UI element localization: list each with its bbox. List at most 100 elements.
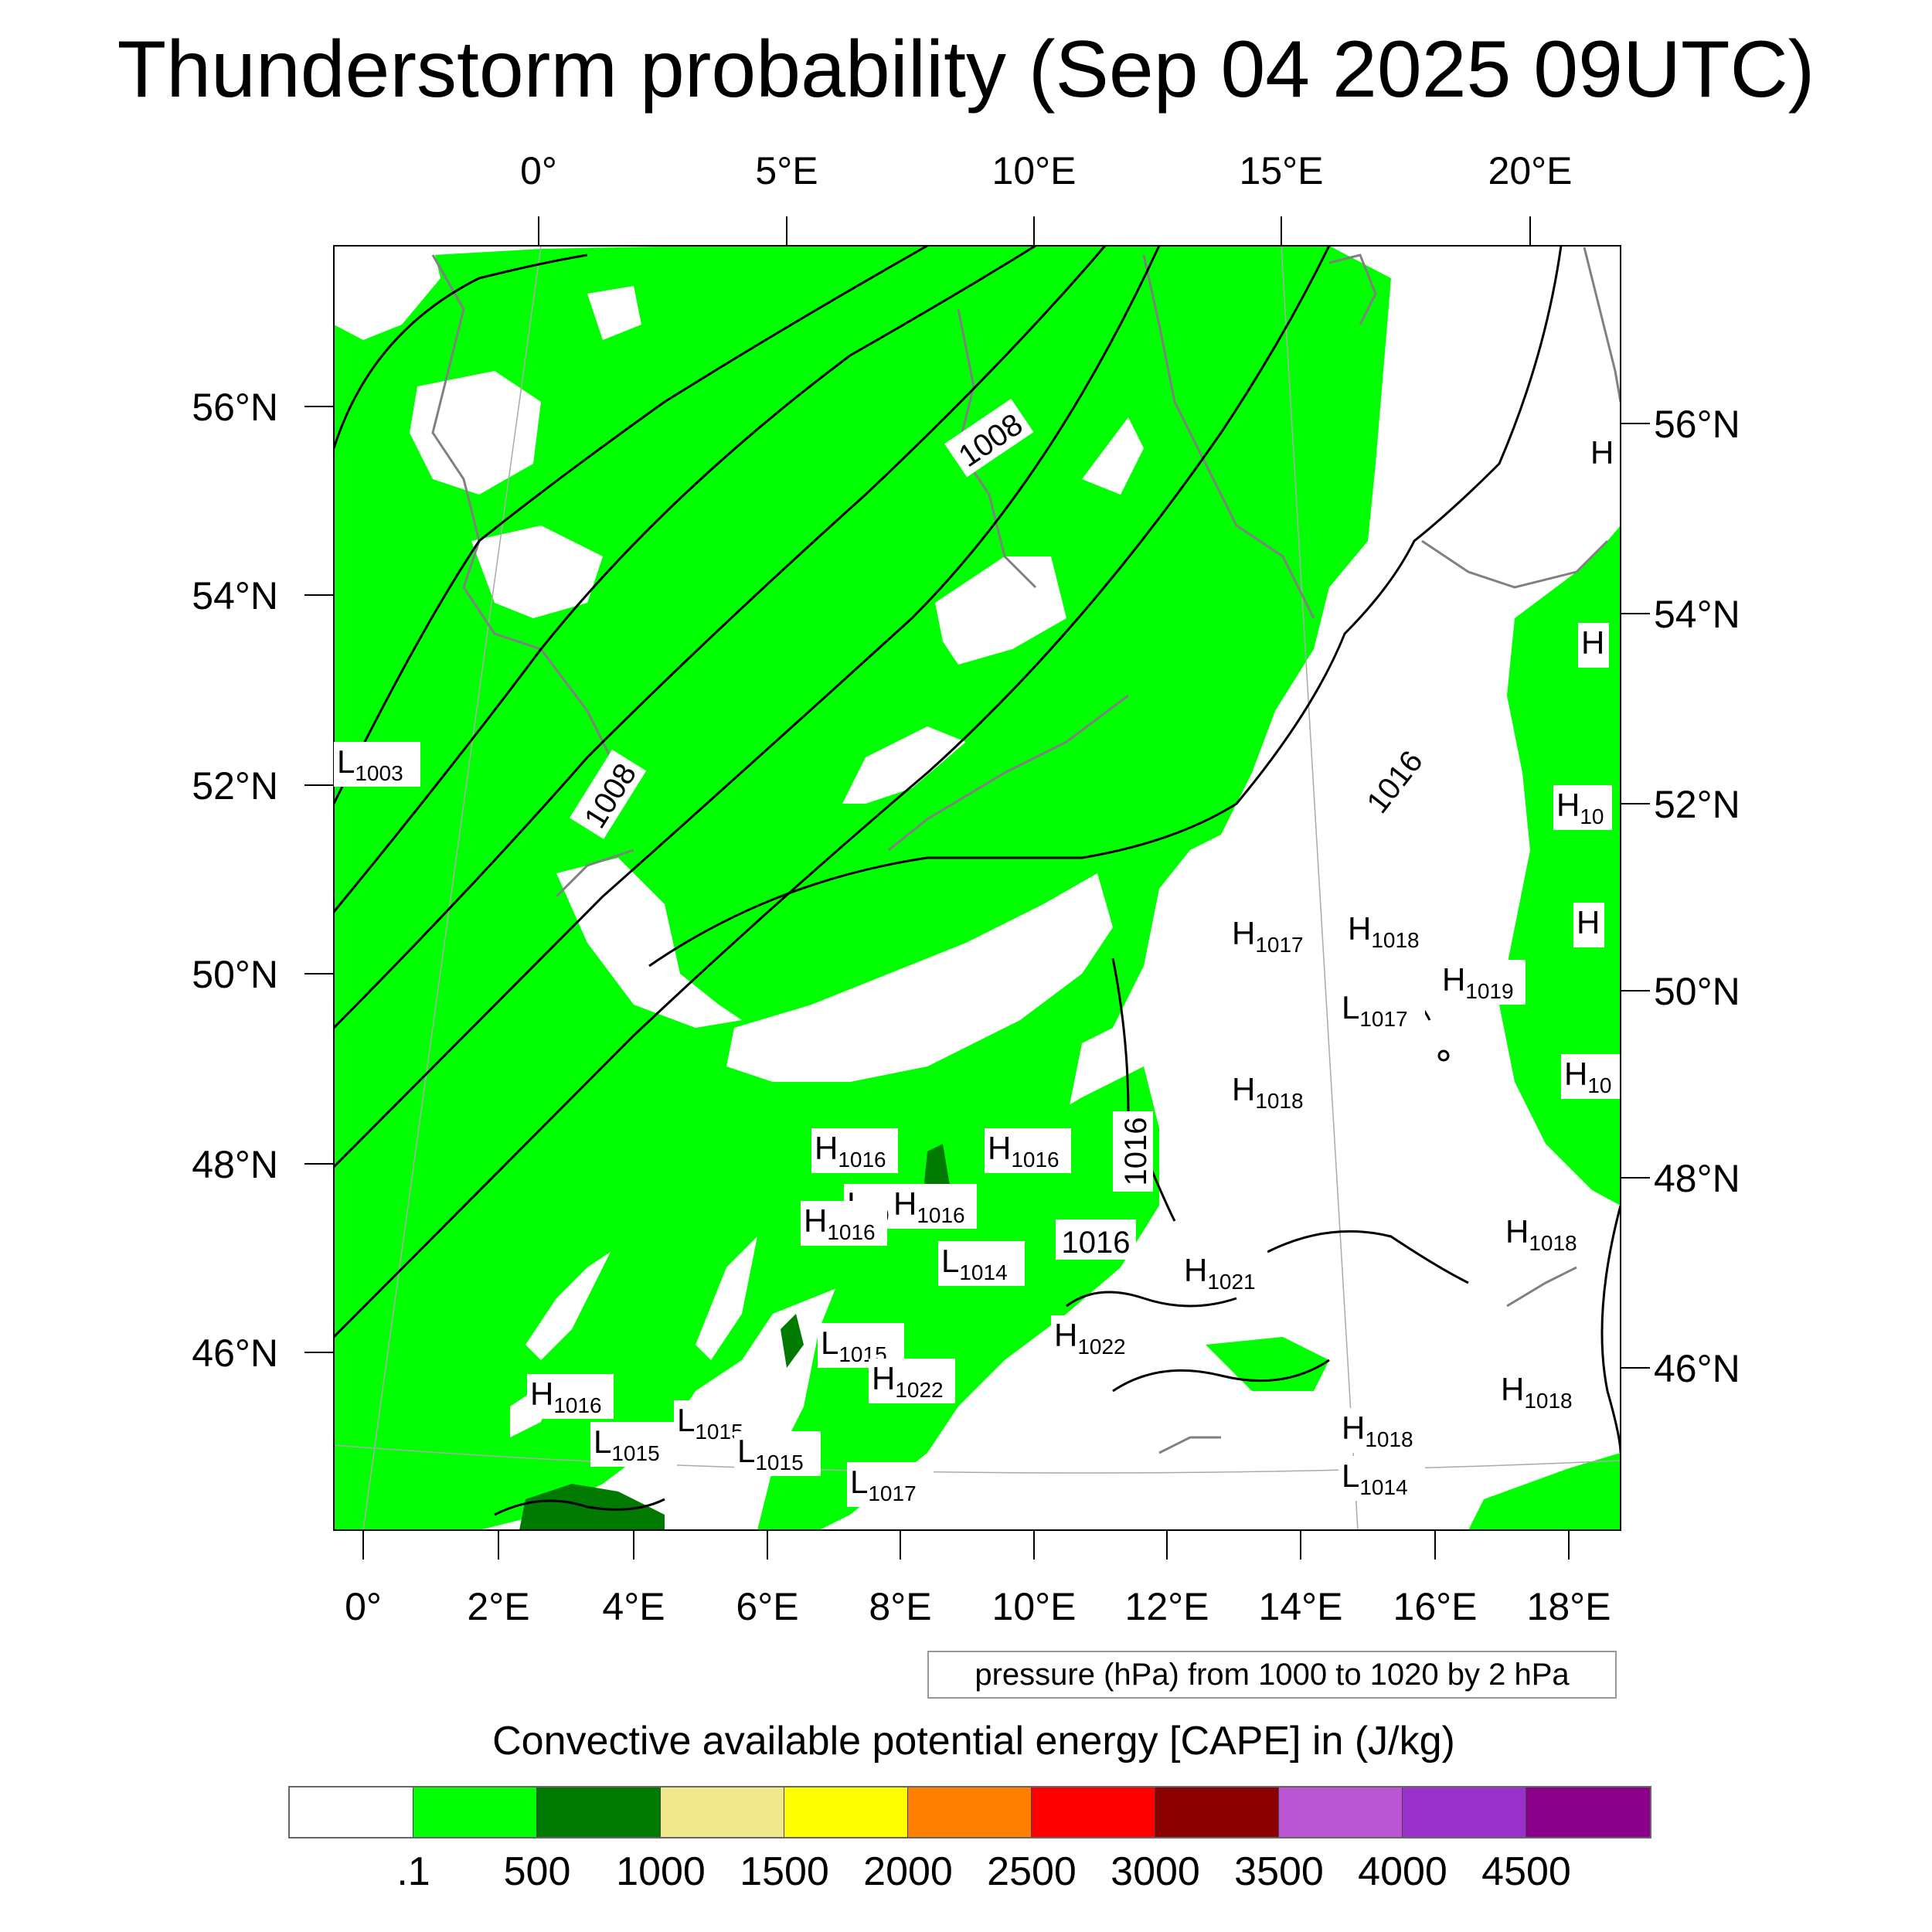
high-pressure-label: H1018	[1345, 909, 1431, 954]
left-latitude-axis	[304, 406, 334, 1353]
colorbar-swatch	[1279, 1787, 1403, 1837]
low-pressure-label: L1014	[938, 1241, 1025, 1286]
high-pressure-label: H	[1587, 433, 1618, 478]
top-lon-label: 0°	[520, 149, 557, 192]
top-longitude-labels: 0° 5°E 10°E 15°E 20°E	[520, 149, 1572, 192]
bottom-lon-label: 6°E	[736, 1585, 798, 1628]
top-lon-label: 5°E	[755, 149, 818, 192]
bottom-lon-label: 4°E	[602, 1585, 665, 1628]
svg-text:H1016: H1016	[988, 1130, 1060, 1172]
svg-text:H1016: H1016	[893, 1185, 965, 1227]
high-pressure-label: H	[1578, 623, 1609, 668]
svg-text:H1016: H1016	[804, 1202, 876, 1244]
svg-text:H1021: H1021	[1184, 1252, 1256, 1294]
colorbar-swatch	[290, 1787, 413, 1837]
colorbar-tick-label: 500	[503, 1849, 571, 1894]
high-pressure-label: H1018	[1338, 1408, 1425, 1453]
svg-text:L1014: L1014	[941, 1243, 1008, 1284]
bottom-lon-label: 12°E	[1125, 1585, 1209, 1628]
svg-text:H1018: H1018	[1342, 1410, 1413, 1451]
colorbar-tick-label: 3500	[1234, 1849, 1324, 1894]
right-lat-label: 50°N	[1654, 970, 1740, 1013]
svg-text:H1016: H1016	[530, 1376, 602, 1417]
colorbar-tick-label: 4500	[1481, 1849, 1571, 1894]
high-pressure-label: H1022	[1051, 1315, 1138, 1360]
bottom-lon-label: 18°E	[1527, 1585, 1611, 1628]
bottom-lon-label: 10°E	[992, 1585, 1077, 1628]
colorbar-swatch	[784, 1787, 908, 1837]
colorbar-swatch	[413, 1787, 537, 1837]
high-pressure-label: H10	[1553, 785, 1612, 830]
svg-text:H1022: H1022	[872, 1360, 944, 1402]
low-pressure-label: L1014	[1338, 1456, 1425, 1501]
high-pressure-label: H1016	[527, 1374, 614, 1419]
top-lon-label: 15°E	[1240, 149, 1324, 192]
low-pressure-label: L1017	[1338, 988, 1425, 1032]
colorbar-tick-label: .1	[396, 1849, 430, 1894]
left-lat-label: 56°N	[192, 386, 278, 429]
svg-text:L1017: L1017	[1342, 989, 1408, 1031]
svg-text:L1015: L1015	[594, 1423, 660, 1465]
colorbar-tick-label: 1500	[740, 1849, 829, 1894]
left-lat-label: 46°N	[192, 1332, 278, 1375]
right-latitude-labels: 56°N 54°N 52°N 50°N 48°N 46°N	[1654, 403, 1740, 1390]
svg-text:H1018: H1018	[1501, 1371, 1573, 1413]
svg-text:H: H	[1577, 904, 1600, 940]
bottom-lon-label: 16°E	[1393, 1585, 1478, 1628]
right-lat-label: 56°N	[1654, 403, 1740, 446]
high-pressure-label: H1019	[1439, 960, 1526, 1005]
right-lat-label: 48°N	[1654, 1157, 1740, 1200]
isobar-label: 1016	[1119, 1117, 1153, 1186]
cape-clear-regions	[334, 246, 1144, 1437]
left-lat-label: 50°N	[192, 953, 278, 996]
colorbar-tick-label: 4000	[1358, 1849, 1447, 1894]
svg-text:H10: H10	[1564, 1056, 1612, 1097]
high-pressure-label: H1018	[1502, 1212, 1589, 1257]
low-pressure-label: L1015	[734, 1431, 821, 1476]
bottom-longitude-labels: 0° 2°E 4°E 6°E 8°E 10°E 12°E 14°E 16°E 1…	[345, 1585, 1611, 1628]
colorbar-swatch	[1526, 1787, 1650, 1837]
bottom-lon-label: 0°	[345, 1585, 382, 1628]
high-pressure-label: H10	[1561, 1054, 1620, 1099]
top-lon-label: 10°E	[992, 149, 1077, 192]
chart-title: Thunderstorm probability (Sep 04 2025 09…	[117, 25, 1815, 114]
bottom-lon-label: 2°E	[467, 1585, 529, 1628]
svg-text:H: H	[1581, 624, 1604, 661]
high-pressure-label: H	[1573, 903, 1604, 947]
svg-text:H1022: H1022	[1054, 1317, 1126, 1359]
colorbar-swatch	[1032, 1787, 1155, 1837]
colorbar-swatch	[908, 1787, 1032, 1837]
high-pressure-label: H1022	[869, 1359, 955, 1403]
coastlines	[431, 247, 1621, 1454]
right-lat-label: 54°N	[1654, 593, 1740, 636]
high-pressure-label: H1017	[1229, 913, 1315, 958]
high-pressure-label: H1016	[801, 1201, 887, 1246]
svg-text:L1015: L1015	[677, 1402, 743, 1444]
map-frame	[333, 245, 1621, 1531]
high-pressure-label: H1016	[890, 1184, 977, 1229]
low-pressure-label: L1003	[334, 742, 420, 787]
top-lon-label: 20°E	[1488, 149, 1573, 192]
low-pressure-label: L1017	[847, 1462, 934, 1507]
high-pressure-label: H1016	[985, 1128, 1071, 1173]
colorbar-swatch	[1403, 1787, 1526, 1837]
svg-text:H1019: H1019	[1442, 961, 1514, 1003]
left-lat-label: 52°N	[192, 764, 278, 808]
colorbar-tick-label: 3000	[1111, 1849, 1200, 1894]
colorbar-title: Convective available potential energy [C…	[492, 1719, 1455, 1764]
svg-text:H10: H10	[1556, 787, 1604, 828]
svg-text:H1018: H1018	[1348, 910, 1420, 952]
svg-text:L1015: L1015	[737, 1433, 804, 1475]
bottom-lon-label: 8°E	[869, 1585, 931, 1628]
svg-text:L1017: L1017	[850, 1464, 917, 1505]
right-lat-label: 46°N	[1654, 1347, 1740, 1390]
svg-text:H1017: H1017	[1232, 915, 1304, 957]
right-lat-label: 52°N	[1654, 783, 1740, 826]
colorbar-swatch	[661, 1787, 784, 1837]
bottom-lon-label: 14°E	[1259, 1585, 1343, 1628]
svg-text:H1018: H1018	[1505, 1213, 1577, 1255]
right-latitude-axis	[1621, 423, 1650, 1369]
colorbar-tick-label: 2500	[987, 1849, 1077, 1894]
